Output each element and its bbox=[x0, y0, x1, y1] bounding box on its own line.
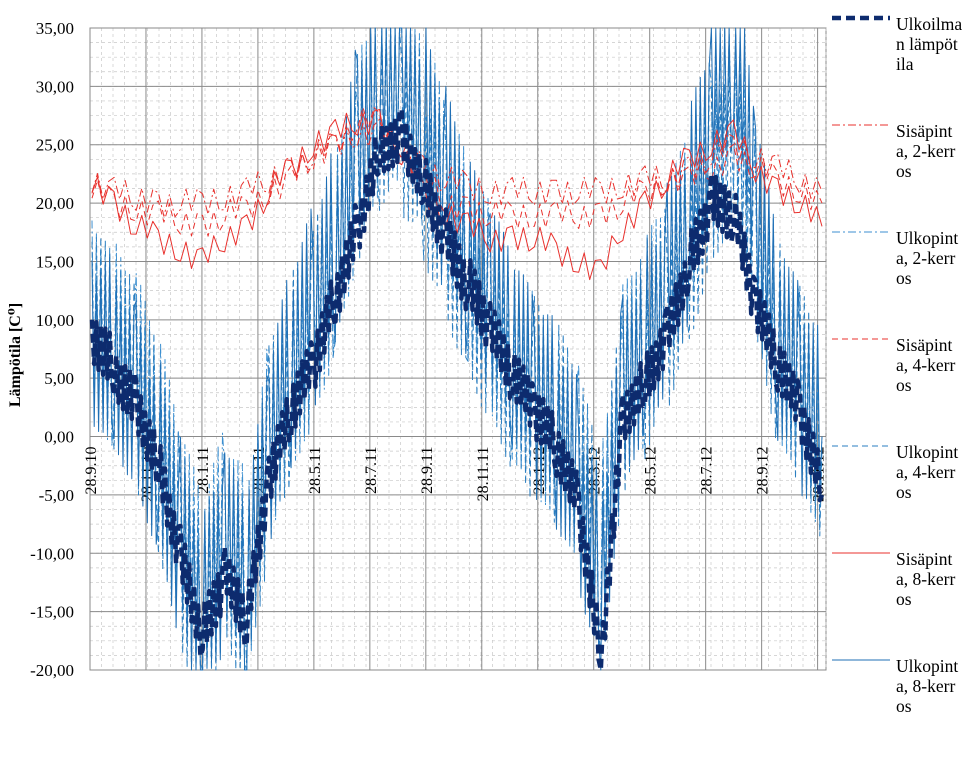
legend-swatch bbox=[832, 338, 890, 340]
legend-item: Sisäpin­ta, 2-kerros bbox=[832, 119, 972, 226]
legend-item: Sisäpin­ta, 8-kerros bbox=[832, 547, 972, 654]
series-lines bbox=[89, 27, 825, 673]
legend-label: Sisäpin­ta, 8-kerros bbox=[896, 549, 956, 609]
temperature-chart: -20,00 -15,00 -10,00 -5,00 0,00 5,00 10,00 15,0… bbox=[7, 19, 828, 680]
legend-swatch bbox=[832, 231, 890, 233]
legend-label: Ulkoil­man lämpöti­la bbox=[896, 14, 963, 74]
y-tick-label: 10,00 bbox=[36, 311, 74, 330]
y-tick-label: 25,00 bbox=[36, 136, 74, 155]
x-tick-label: 28.9.11 bbox=[419, 447, 436, 494]
x-tick-label: 28.1.11 bbox=[195, 447, 212, 494]
x-tick-label: 28.5.12 bbox=[643, 447, 660, 495]
legend-item: Ulkopi­nta, 4-kerros bbox=[832, 440, 972, 547]
y-axis-label: Lämpötila [C⁰] bbox=[7, 303, 24, 407]
y-tick-label: 15,00 bbox=[36, 252, 74, 271]
legend-swatch bbox=[832, 124, 890, 126]
y-tick-label: -20,00 bbox=[30, 661, 74, 680]
x-tick-label: 28.9.12 bbox=[755, 447, 772, 495]
legend-label: Sisäpin­ta, 4-kerros bbox=[896, 335, 956, 395]
chart-legend: Ulkoil­man lämpöti­la Sisäpin­ta, 2-kerro… bbox=[832, 12, 972, 761]
series-line-6 bbox=[91, 27, 823, 671]
y-tick-label: 30,00 bbox=[36, 77, 74, 96]
x-tick-label: 28.11.11 bbox=[475, 447, 492, 502]
legend-label: Sisäpin­ta, 2-kerros bbox=[896, 121, 956, 181]
y-tick-label: -5,00 bbox=[39, 486, 74, 505]
legend-label: Ulkopi­nta, 2-kerros bbox=[896, 228, 959, 288]
legend-item: Sisäpin­ta, 4-kerros bbox=[832, 333, 972, 440]
legend-swatch bbox=[832, 445, 890, 447]
legend-item: Ulkoil­man lämpöti­la bbox=[832, 12, 972, 119]
legend-swatch bbox=[832, 15, 890, 21]
legend-item: Ulkopi­nta, 2-kerros bbox=[832, 226, 972, 333]
series-line-1 bbox=[91, 118, 823, 218]
legend-label: Ulkopi­nta, 8-kerros bbox=[896, 656, 959, 716]
legend-swatch bbox=[832, 659, 890, 661]
series-line-3 bbox=[91, 106, 823, 237]
y-tick-label: 20,00 bbox=[36, 194, 74, 213]
legend-item: Ulkopi­nta, 8-kerros bbox=[832, 654, 972, 761]
legend-label: Ulkopi­nta, 4-kerros bbox=[896, 442, 959, 502]
y-tick-label: -15,00 bbox=[30, 603, 74, 622]
y-tick-label: 5,00 bbox=[44, 369, 74, 388]
x-tick-label: 28.7.12 bbox=[699, 447, 716, 495]
x-tick-label: 28.1.12 bbox=[531, 447, 548, 495]
x-tick-label: 28.5.11 bbox=[307, 447, 324, 494]
legend-swatch bbox=[832, 552, 890, 554]
y-axis-ticks: -20,00 -15,00 -10,00 -5,00 0,00 5,00 10,00 15,0… bbox=[30, 19, 74, 680]
x-tick-label: 28.3.12 bbox=[587, 447, 604, 495]
y-tick-label: -10,00 bbox=[30, 544, 74, 563]
x-tick-label: 28.7.11 bbox=[363, 447, 380, 494]
y-tick-label: 0,00 bbox=[44, 428, 74, 447]
x-tick-label: 28.9.10 bbox=[83, 447, 100, 495]
y-tick-label: 35,00 bbox=[36, 19, 74, 38]
series-line-0 bbox=[89, 107, 825, 673]
